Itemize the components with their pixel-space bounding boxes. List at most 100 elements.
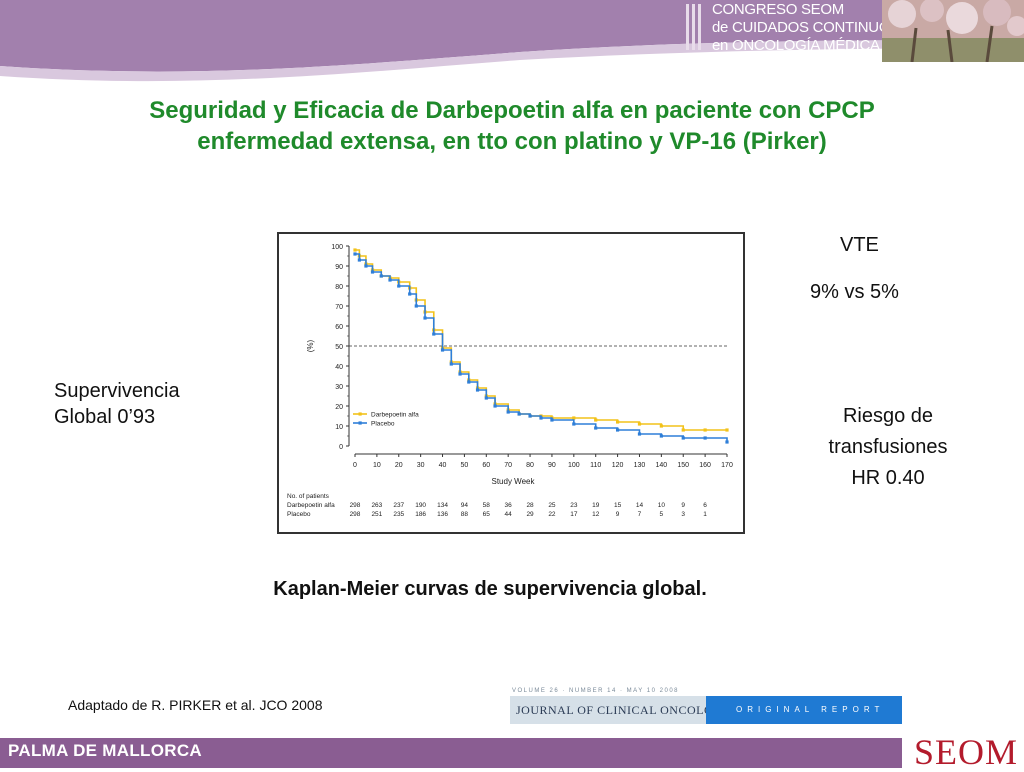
data-point — [550, 418, 554, 422]
y-axis-label: (%) — [306, 339, 315, 352]
y-tick-label: 90 — [335, 264, 343, 271]
title-line-1: Seguridad y Eficacia de Darbepoetin alfa… — [149, 97, 875, 124]
data-point — [594, 418, 598, 422]
x-tick-label: 50 — [461, 462, 469, 469]
congress-line-3: en ONCOLOGÍA MÉDICA — [712, 37, 880, 54]
congress-line-1: CONGRESO SEOM — [712, 1, 844, 18]
x-tick-label: 80 — [526, 462, 534, 469]
kaplan-meier-svg: 0 10 20 30 40 50 60 70 80 90 100 0 10 20 30 40 50 60 70 80 9… — [287, 244, 733, 518]
patients-count: 136 — [437, 511, 448, 518]
patients-count: 23 — [570, 502, 578, 509]
data-point — [364, 264, 368, 268]
journal-name: JOURNAL OF CLINICAL ONCOLOGY — [516, 703, 732, 717]
y-tick-label: 40 — [335, 364, 343, 371]
patients-count: 5 — [660, 511, 664, 518]
y-tick-label: 10 — [335, 424, 343, 431]
data-point — [615, 428, 620, 432]
data-point — [637, 432, 642, 436]
slide-title: Seguridad y Eficacia de Darbepoetin alfa… — [60, 95, 964, 157]
vte-label: VTE — [840, 234, 879, 256]
y-tick-label: 70 — [335, 304, 343, 311]
y-tick-label: 50 — [335, 344, 343, 351]
patients-count: 190 — [415, 502, 426, 509]
footer-location: PALMA DE MALLORCA — [8, 741, 202, 760]
y-tick-label: 20 — [335, 404, 343, 411]
x-tick-label: 160 — [699, 462, 711, 469]
patients-count: 3 — [681, 511, 685, 518]
data-point — [681, 436, 685, 440]
seom-logo: SEOM — [914, 732, 1019, 772]
patients-table-header: No. of patients — [287, 493, 330, 500]
x-tick-label: 20 — [395, 462, 403, 469]
x-tick-label: 10 — [373, 462, 381, 469]
risk-line-1: Riesgo de — [842, 405, 934, 427]
x-tick-label: 90 — [548, 462, 556, 469]
patients-count: 251 — [371, 511, 382, 518]
series-line-darbepoetin — [355, 249, 727, 431]
data-point — [388, 278, 392, 282]
patients-count: 1 — [703, 511, 707, 518]
y-tick-label: 60 — [335, 324, 343, 331]
patients-count: 44 — [505, 511, 513, 518]
journal-section-panel: ORIGINAL REPORT — [706, 696, 902, 724]
data-point — [594, 426, 598, 430]
y-tick-label: 100 — [331, 244, 343, 251]
data-point — [681, 428, 685, 432]
data-point — [432, 332, 436, 336]
survival-line-1: Supervivencia — [54, 380, 180, 402]
data-point — [484, 396, 488, 400]
legend-label: Placebo — [371, 421, 395, 428]
patients-count: 36 — [505, 502, 513, 509]
overall-survival-note: Supervivencia Global 0’93 — [54, 378, 180, 430]
data-point — [408, 292, 412, 296]
x-tick-label: 60 — [482, 462, 490, 469]
data-point — [725, 440, 729, 444]
congress-line-2: de CUIDADOS CONTINUOS — [712, 19, 900, 36]
y-tick-label: 80 — [335, 284, 343, 291]
data-point — [467, 380, 471, 384]
patients-count: 28 — [526, 502, 534, 509]
x-tick-label: 170 — [721, 462, 733, 469]
data-point — [725, 428, 729, 432]
data-point — [475, 388, 480, 392]
patients-count: 10 — [658, 502, 666, 509]
x-tick-label: 70 — [504, 462, 512, 469]
data-point — [353, 252, 357, 256]
patients-count: 7 — [638, 511, 642, 518]
x-tick-label: 110 — [590, 462, 601, 469]
data-point — [397, 284, 401, 288]
x-tick-label: 30 — [417, 462, 425, 469]
data-point — [637, 422, 642, 426]
blossom-photo — [882, 0, 1024, 62]
patients-count: 88 — [461, 511, 469, 518]
data-point — [659, 434, 663, 438]
journal-banner: JOURNAL OF CLINICAL ONCOLOGY ORIGINAL RE… — [510, 696, 902, 724]
data-point — [414, 304, 418, 308]
patients-count: 9 — [681, 502, 685, 509]
patients-count: 263 — [371, 502, 382, 509]
x-tick-label: 100 — [568, 462, 580, 469]
journal-section: ORIGINAL REPORT — [736, 705, 885, 714]
patients-count: 12 — [592, 511, 600, 518]
patients-count: 25 — [548, 502, 556, 509]
header-banner — [0, 0, 1024, 82]
patients-count: 235 — [393, 511, 404, 518]
legend-label: Darbepoetin alfa — [371, 412, 419, 419]
footer-bar — [0, 738, 1024, 768]
data-point — [528, 414, 532, 418]
patients-count: 15 — [614, 502, 622, 509]
data-point — [703, 428, 707, 432]
data-point — [353, 248, 357, 252]
data-point — [449, 362, 453, 366]
patients-row-label: Placebo — [287, 511, 311, 518]
x-tick-label: 40 — [439, 462, 447, 469]
patients-count: 14 — [636, 502, 644, 509]
patients-count: 65 — [483, 511, 491, 518]
patients-count: 298 — [350, 502, 361, 509]
patients-count: 29 — [526, 511, 534, 518]
transfusion-risk-note: Riesgo de transfusiones HR 0.40 — [800, 401, 976, 494]
patients-count: 17 — [570, 511, 578, 518]
chart-caption: Kaplan-Meier curvas de supervivencia glo… — [273, 578, 707, 600]
data-point — [703, 436, 707, 440]
x-tick-label: 0 — [353, 462, 357, 469]
